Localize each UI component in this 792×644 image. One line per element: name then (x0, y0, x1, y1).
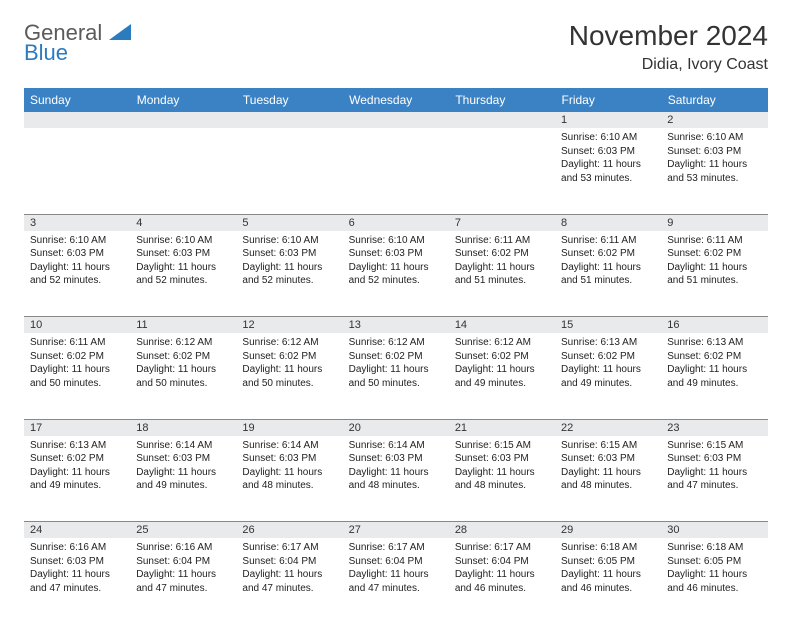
daynum-row: 10111213141516 (24, 317, 768, 334)
info-cell: Sunrise: 6:15 AM Sunset: 6:03 PM Dayligh… (449, 436, 555, 522)
month-title: November 2024 (569, 20, 768, 52)
daynum-cell: 11 (130, 317, 236, 334)
daynum-cell: 10 (24, 317, 130, 334)
info-cell: Sunrise: 6:11 AM Sunset: 6:02 PM Dayligh… (661, 231, 767, 317)
info-cell: Sunrise: 6:13 AM Sunset: 6:02 PM Dayligh… (24, 436, 130, 522)
info-row: Sunrise: 6:16 AM Sunset: 6:03 PM Dayligh… (24, 538, 768, 624)
info-cell: Sunrise: 6:17 AM Sunset: 6:04 PM Dayligh… (236, 538, 342, 624)
info-cell: Sunrise: 6:10 AM Sunset: 6:03 PM Dayligh… (130, 231, 236, 317)
daynum-cell: 20 (343, 419, 449, 436)
daynum-cell: 13 (343, 317, 449, 334)
day-header: Sunday (24, 88, 130, 112)
info-cell: Sunrise: 6:16 AM Sunset: 6:03 PM Dayligh… (24, 538, 130, 624)
daynum-row: 24252627282930 (24, 522, 768, 539)
title-block: November 2024 Didia, Ivory Coast (569, 20, 768, 74)
daynum-cell: 7 (449, 214, 555, 231)
info-cell: Sunrise: 6:14 AM Sunset: 6:03 PM Dayligh… (130, 436, 236, 522)
info-cell: Sunrise: 6:13 AM Sunset: 6:02 PM Dayligh… (555, 333, 661, 419)
daynum-cell: 29 (555, 522, 661, 539)
calendar-table: Sunday Monday Tuesday Wednesday Thursday… (24, 88, 768, 624)
info-cell: Sunrise: 6:10 AM Sunset: 6:03 PM Dayligh… (24, 231, 130, 317)
logo-text-wrap: General Blue (24, 20, 131, 66)
daynum-cell: 3 (24, 214, 130, 231)
info-cell: Sunrise: 6:14 AM Sunset: 6:03 PM Dayligh… (343, 436, 449, 522)
info-cell: Sunrise: 6:12 AM Sunset: 6:02 PM Dayligh… (449, 333, 555, 419)
daynum-cell: 8 (555, 214, 661, 231)
day-header: Thursday (449, 88, 555, 112)
daynum-row: 3456789 (24, 214, 768, 231)
daynum-cell: 12 (236, 317, 342, 334)
info-cell (343, 128, 449, 214)
day-header: Wednesday (343, 88, 449, 112)
info-cell: Sunrise: 6:15 AM Sunset: 6:03 PM Dayligh… (555, 436, 661, 522)
day-header: Friday (555, 88, 661, 112)
info-row: Sunrise: 6:10 AM Sunset: 6:03 PM Dayligh… (24, 128, 768, 214)
info-cell: Sunrise: 6:17 AM Sunset: 6:04 PM Dayligh… (449, 538, 555, 624)
daynum-cell: 16 (661, 317, 767, 334)
daynum-row: 17181920212223 (24, 419, 768, 436)
calendar-body: 12Sunrise: 6:10 AM Sunset: 6:03 PM Dayli… (24, 112, 768, 624)
info-row: Sunrise: 6:10 AM Sunset: 6:03 PM Dayligh… (24, 231, 768, 317)
daynum-cell: 1 (555, 112, 661, 128)
daynum-cell: 27 (343, 522, 449, 539)
daynum-cell: 5 (236, 214, 342, 231)
calendar-page: General Blue November 2024 Didia, Ivory … (0, 0, 792, 644)
logo: General Blue (24, 20, 131, 66)
daynum-cell: 23 (661, 419, 767, 436)
daynum-cell (343, 112, 449, 128)
info-cell (236, 128, 342, 214)
daynum-cell: 26 (236, 522, 342, 539)
info-cell: Sunrise: 6:11 AM Sunset: 6:02 PM Dayligh… (449, 231, 555, 317)
info-cell: Sunrise: 6:13 AM Sunset: 6:02 PM Dayligh… (661, 333, 767, 419)
info-cell: Sunrise: 6:10 AM Sunset: 6:03 PM Dayligh… (343, 231, 449, 317)
daynum-cell (130, 112, 236, 128)
day-header-row: Sunday Monday Tuesday Wednesday Thursday… (24, 88, 768, 112)
daynum-cell: 30 (661, 522, 767, 539)
daynum-cell: 18 (130, 419, 236, 436)
logo-triangle-icon (109, 27, 131, 44)
info-cell: Sunrise: 6:12 AM Sunset: 6:02 PM Dayligh… (236, 333, 342, 419)
info-cell (449, 128, 555, 214)
info-cell: Sunrise: 6:10 AM Sunset: 6:03 PM Dayligh… (555, 128, 661, 214)
info-cell (24, 128, 130, 214)
daynum-cell: 28 (449, 522, 555, 539)
info-cell: Sunrise: 6:18 AM Sunset: 6:05 PM Dayligh… (661, 538, 767, 624)
daynum-cell (449, 112, 555, 128)
day-header: Tuesday (236, 88, 342, 112)
info-cell: Sunrise: 6:16 AM Sunset: 6:04 PM Dayligh… (130, 538, 236, 624)
info-cell: Sunrise: 6:12 AM Sunset: 6:02 PM Dayligh… (343, 333, 449, 419)
info-cell (130, 128, 236, 214)
day-header: Monday (130, 88, 236, 112)
daynum-cell: 19 (236, 419, 342, 436)
daynum-cell: 17 (24, 419, 130, 436)
daynum-cell (24, 112, 130, 128)
header: General Blue November 2024 Didia, Ivory … (24, 20, 768, 74)
info-row: Sunrise: 6:11 AM Sunset: 6:02 PM Dayligh… (24, 333, 768, 419)
daynum-cell (236, 112, 342, 128)
info-cell: Sunrise: 6:10 AM Sunset: 6:03 PM Dayligh… (661, 128, 767, 214)
daynum-cell: 24 (24, 522, 130, 539)
info-cell: Sunrise: 6:18 AM Sunset: 6:05 PM Dayligh… (555, 538, 661, 624)
daynum-cell: 21 (449, 419, 555, 436)
daynum-cell: 22 (555, 419, 661, 436)
info-row: Sunrise: 6:13 AM Sunset: 6:02 PM Dayligh… (24, 436, 768, 522)
daynum-cell: 25 (130, 522, 236, 539)
daynum-cell: 14 (449, 317, 555, 334)
info-cell: Sunrise: 6:12 AM Sunset: 6:02 PM Dayligh… (130, 333, 236, 419)
info-cell: Sunrise: 6:11 AM Sunset: 6:02 PM Dayligh… (24, 333, 130, 419)
daynum-cell: 2 (661, 112, 767, 128)
info-cell: Sunrise: 6:11 AM Sunset: 6:02 PM Dayligh… (555, 231, 661, 317)
day-header: Saturday (661, 88, 767, 112)
daynum-cell: 15 (555, 317, 661, 334)
daynum-cell: 9 (661, 214, 767, 231)
info-cell: Sunrise: 6:14 AM Sunset: 6:03 PM Dayligh… (236, 436, 342, 522)
info-cell: Sunrise: 6:17 AM Sunset: 6:04 PM Dayligh… (343, 538, 449, 624)
info-cell: Sunrise: 6:10 AM Sunset: 6:03 PM Dayligh… (236, 231, 342, 317)
location: Didia, Ivory Coast (569, 56, 768, 74)
daynum-cell: 4 (130, 214, 236, 231)
daynum-cell: 6 (343, 214, 449, 231)
info-cell: Sunrise: 6:15 AM Sunset: 6:03 PM Dayligh… (661, 436, 767, 522)
daynum-row: 12 (24, 112, 768, 128)
